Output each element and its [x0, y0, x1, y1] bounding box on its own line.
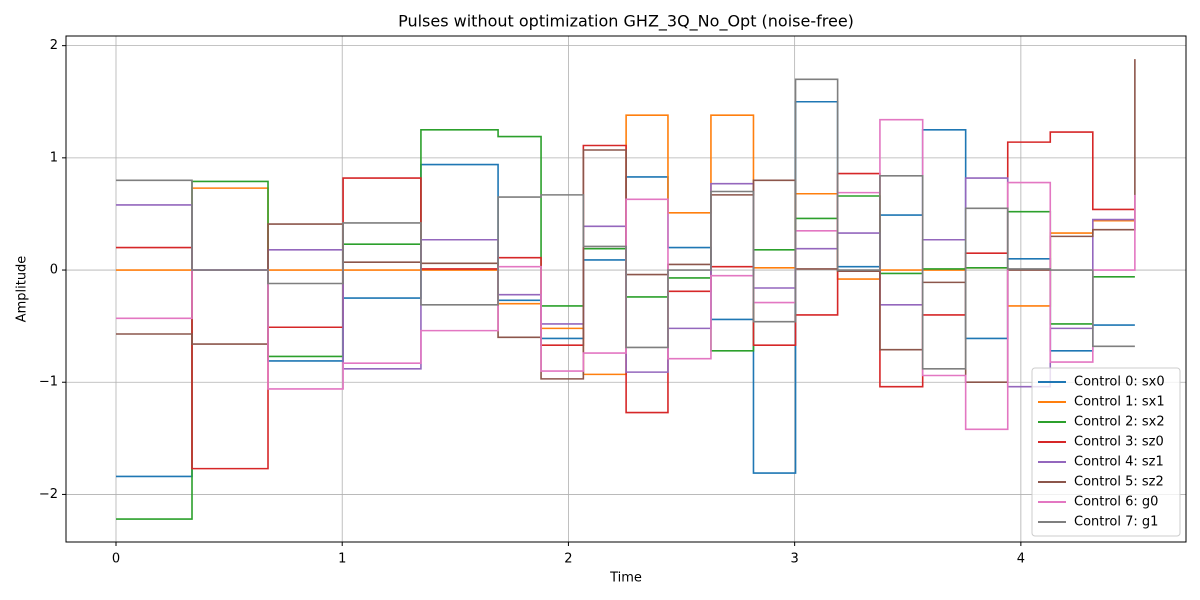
x-axis-label: Time — [609, 571, 642, 586]
legend-box — [1031, 367, 1181, 537]
legend-label: Control 6: g0 — [1074, 495, 1158, 510]
series-line — [115, 78, 1135, 370]
legend-label: Control 0: sx0 — [1074, 375, 1165, 390]
legend-label: Control 7: g1 — [1074, 515, 1158, 530]
y-tick-label: 1 — [50, 150, 58, 165]
x-tick-label: 4 — [1017, 552, 1025, 567]
series-line — [115, 118, 1136, 431]
x-tick-label: 2 — [564, 552, 572, 567]
legend-label: Control 1: sx1 — [1074, 395, 1165, 410]
x-tick-label: 1 — [338, 552, 346, 567]
x-tick-label: 0 — [112, 552, 120, 567]
x-tick-label: 3 — [791, 552, 799, 567]
legend-label: Control 4: sz1 — [1074, 455, 1164, 470]
chart-title: Pulses without optimization GHZ_3Q_No_Op… — [398, 12, 854, 32]
legend: Control 0: sx0 Control 1: sx1 Control 2: s… — [1031, 367, 1181, 537]
legend-label: Control 3: sz0 — [1074, 435, 1164, 450]
y-tick-label: 2 — [50, 38, 58, 53]
y-axis-label: Amplitude — [15, 256, 30, 323]
legend-label: Control 2: sx2 — [1074, 415, 1165, 430]
y-tick-label: −2 — [39, 487, 58, 502]
y-tick-label: −1 — [39, 375, 58, 390]
plot-frame — [65, 35, 1187, 543]
y-tick-label: 0 — [50, 263, 58, 278]
legend-label: Control 5: sz2 — [1074, 475, 1164, 490]
